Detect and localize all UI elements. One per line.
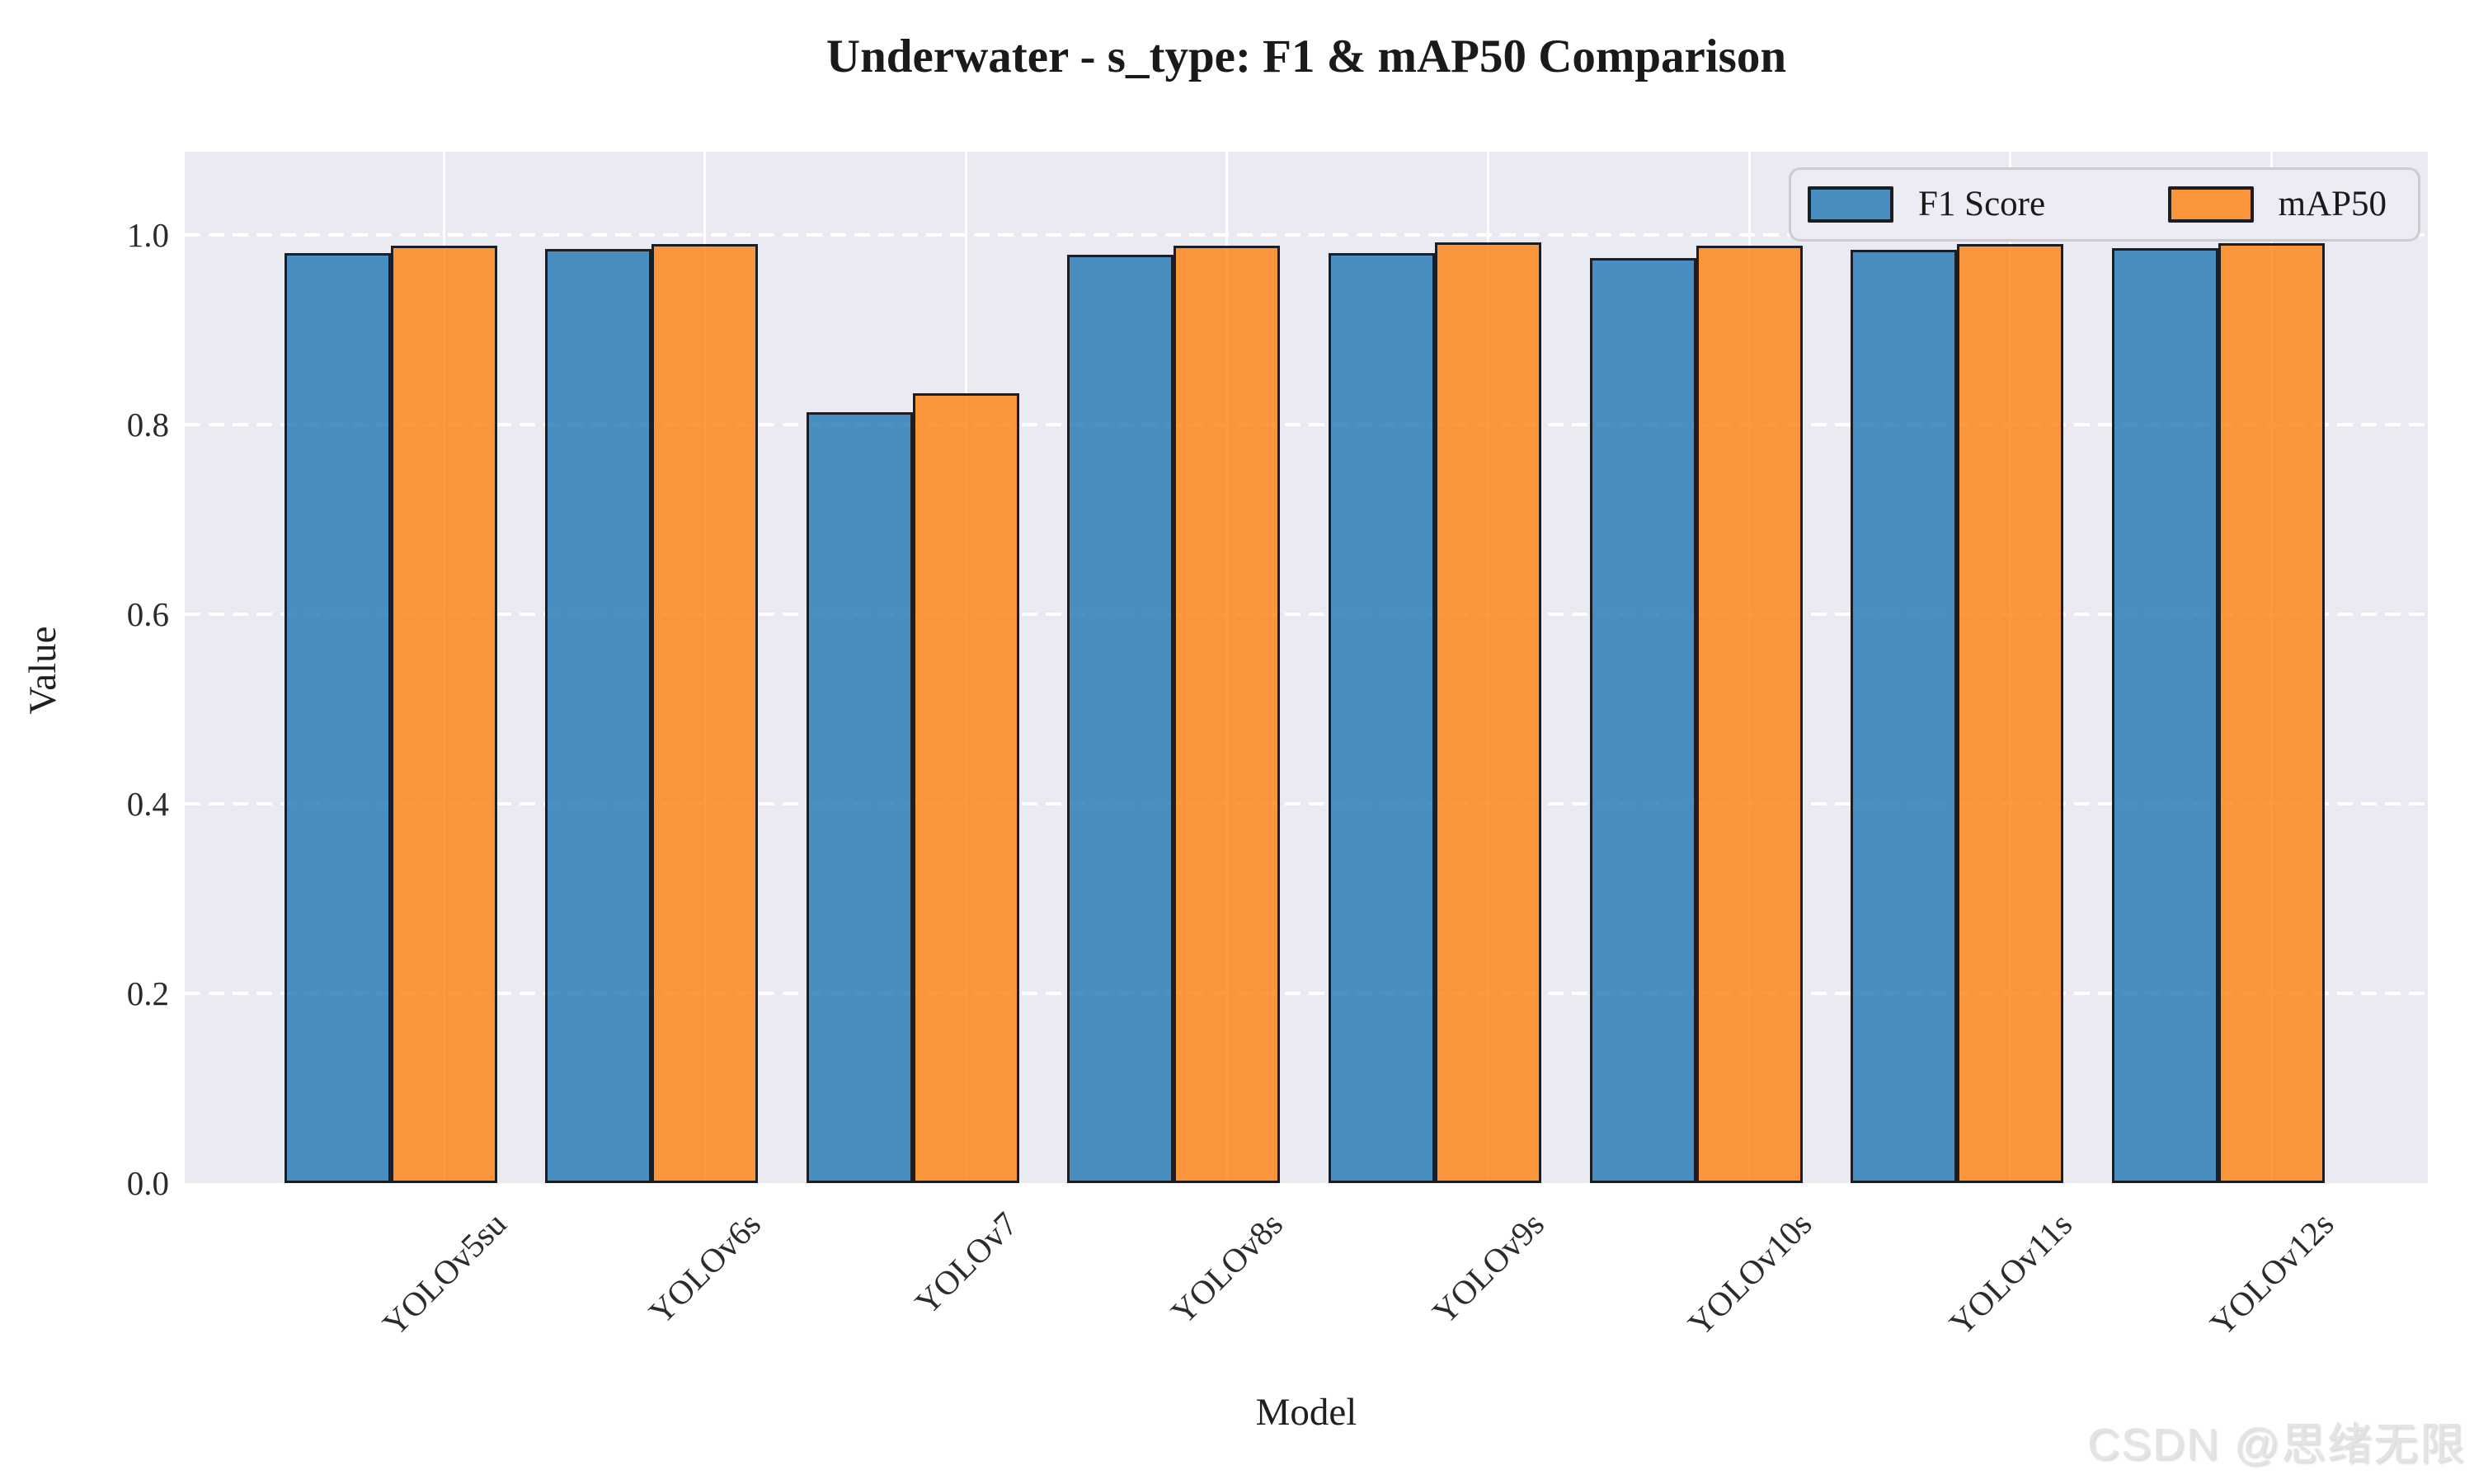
watermark: CSDN @思绪无限: [2087, 1420, 2466, 1469]
y-tick-label: 0.6: [126, 595, 169, 633]
x-tick-label-yolov11s: YOLOv11s: [1941, 1205, 2080, 1343]
bar-map50-yolov10s: [1696, 246, 1803, 1183]
bar-f1-score-yolov12s: [2112, 248, 2218, 1183]
legend-item-f1-score: F1 Score: [1808, 186, 2045, 223]
bar-f1-score-yolov8s: [1067, 255, 1174, 1183]
bar-map50-yolov9s: [1435, 242, 1541, 1183]
x-tick-label-yolov6s: YOLOv6s: [641, 1205, 769, 1331]
legend-swatch-map50: [2167, 186, 2254, 223]
x-axis-label: Model: [1255, 1391, 1357, 1434]
x-tick-label-yolov5su: YOLOv5su: [374, 1205, 514, 1343]
bar-map50-yolov12s: [2218, 243, 2325, 1183]
gridline-horizontal: [185, 992, 2428, 995]
legend-swatch-f1-score: [1808, 186, 1893, 223]
legend-label-f1-score: F1 Score: [1918, 185, 2046, 223]
bar-f1-score-yolov7: [807, 412, 913, 1183]
bar-map50-yolov5su: [391, 246, 497, 1183]
y-tick-label: 0.4: [126, 785, 169, 823]
legend-item-map50: mAP50: [2167, 185, 2387, 223]
legend-label-map50: mAP50: [2278, 185, 2387, 223]
y-tick-label: 0.2: [126, 974, 169, 1012]
bar-map50-yolov7: [913, 393, 1019, 1183]
gridline-horizontal: [185, 802, 2428, 805]
x-tick-label-yolov10s: YOLOv10s: [1680, 1205, 1819, 1343]
y-axis-label: Value: [21, 626, 64, 715]
bar-f1-score-yolov5su: [285, 253, 391, 1183]
bar-map50-yolov6s: [651, 244, 758, 1183]
x-tick-label-yolov7: YOLOv7: [907, 1204, 1025, 1322]
gridline-horizontal: [185, 613, 2428, 616]
y-tick-label: 0.8: [126, 406, 169, 444]
legend: F1 Score mAP50: [1789, 167, 2420, 242]
gridline-horizontal: [185, 423, 2428, 426]
bar-f1-score-yolov6s: [545, 249, 651, 1183]
bar-f1-score-yolov9s: [1329, 253, 1435, 1183]
bar-f1-score-yolov11s: [1851, 250, 1957, 1183]
chart-title: Underwater - s_type: F1 & mAP50 Comparis…: [825, 31, 1787, 82]
bar-map50-yolov11s: [1957, 244, 2063, 1183]
x-tick-label-yolov9s: YOLOv9s: [1424, 1205, 1552, 1331]
bar-f1-score-yolov10s: [1590, 258, 1696, 1183]
bar-map50-yolov8s: [1174, 246, 1280, 1183]
y-tick-label: 0.0: [126, 1164, 169, 1202]
plot-area: [185, 152, 2428, 1183]
x-tick-label-yolov12s: YOLOv12s: [2202, 1205, 2341, 1343]
gridline-horizontal: [185, 233, 2428, 237]
y-tick-label: 1.0: [126, 216, 169, 254]
x-tick-label-yolov8s: YOLOv8s: [1163, 1205, 1291, 1331]
